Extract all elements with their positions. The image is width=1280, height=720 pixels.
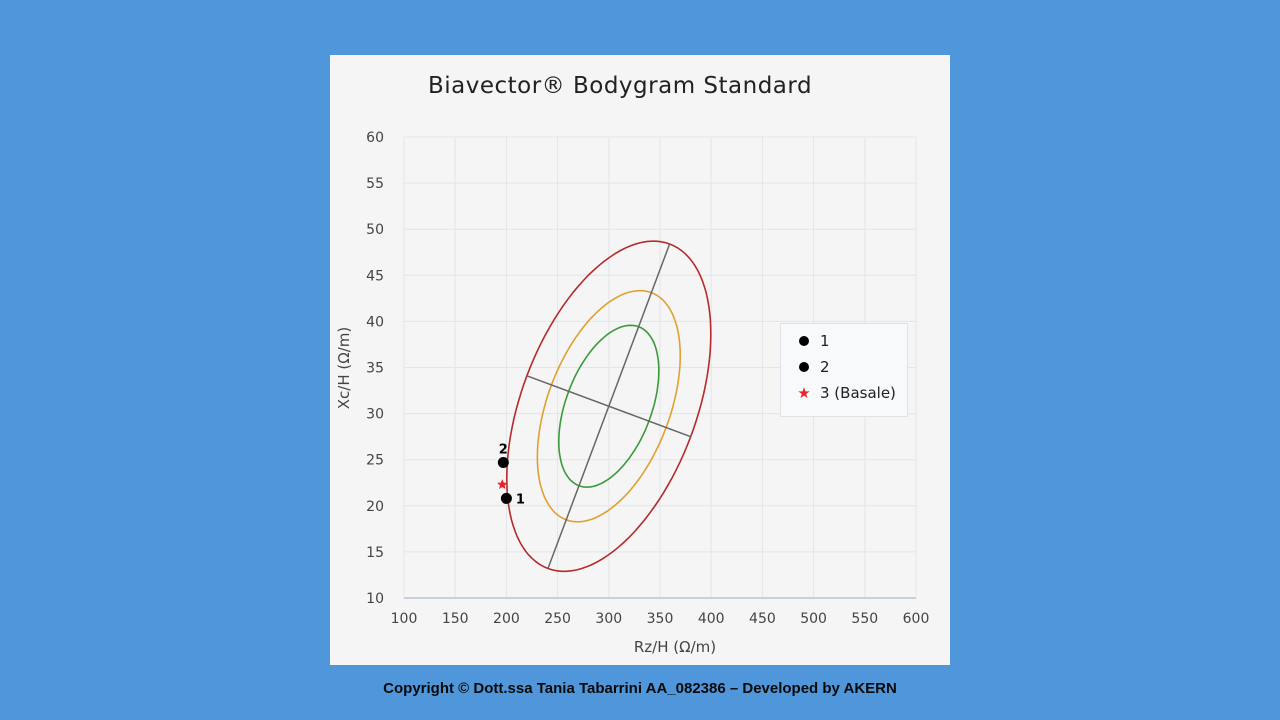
data-label: 1 (516, 492, 525, 507)
y-tick-label: 60 (366, 130, 384, 146)
y-tick-label: 50 (366, 222, 384, 238)
data-point (497, 456, 509, 468)
x-tick-label: 100 (391, 611, 418, 627)
chart-panel: Biavector® Bodygram Standard 100 150 200 25… (330, 55, 950, 665)
legend-item-1[interactable]: 1 (795, 332, 830, 350)
y-tick-label: 25 (366, 453, 384, 469)
x-tick-label: 300 (595, 611, 622, 627)
legend: 1 2 ★ 3 (Basale) (780, 323, 908, 417)
x-tick-label: 250 (544, 611, 571, 627)
y-tick-label: 10 (366, 591, 384, 607)
chart-title: Biavector® Bodygram Standard (427, 73, 813, 99)
y-tick-label: 40 (366, 314, 384, 330)
x-tick-label: 400 (698, 611, 725, 627)
y-tick-label: 15 (366, 545, 384, 561)
x-tick-label: 350 (647, 611, 674, 627)
legend-label: 2 (820, 358, 830, 376)
x-tick-label: 200 (493, 611, 520, 627)
data-label: 2 (499, 442, 508, 457)
star-icon: ★ (797, 384, 811, 402)
legend-label: 1 (820, 332, 830, 350)
y-axis-label: Xc/H (Ω/m) (335, 327, 353, 409)
data-point (500, 492, 512, 504)
circle-icon (795, 358, 813, 376)
data-point-star (497, 479, 508, 489)
x-tick-label: 550 (851, 611, 878, 627)
circle-icon (795, 332, 813, 350)
legend-item-2[interactable]: 2 (795, 358, 830, 376)
y-tick-label: 20 (366, 499, 384, 515)
x-tick-label: 500 (800, 611, 827, 627)
legend-label: 3 (Basale) (820, 384, 896, 402)
y-tick-label: 30 (366, 407, 384, 423)
y-tick-label: 35 (366, 361, 384, 377)
x-tick-label: 450 (749, 611, 776, 627)
scatter-plot: 100 150 200 250 300 350 400 450 500 550 6001015202… (335, 130, 930, 656)
x-axis-label: Rz/H (Ω/m) (634, 638, 716, 656)
legend-item-3[interactable]: ★ 3 (Basale) (795, 384, 896, 402)
y-tick-label: 45 (366, 268, 384, 284)
x-tick-label: 600 (903, 611, 930, 627)
minor-axis-line (526, 375, 691, 438)
x-tick-label: 150 (442, 611, 469, 627)
copyright-footer: Copyright © Dott.ssa Tania Tabarrini AA_… (383, 680, 897, 697)
y-tick-label: 55 (366, 176, 384, 192)
